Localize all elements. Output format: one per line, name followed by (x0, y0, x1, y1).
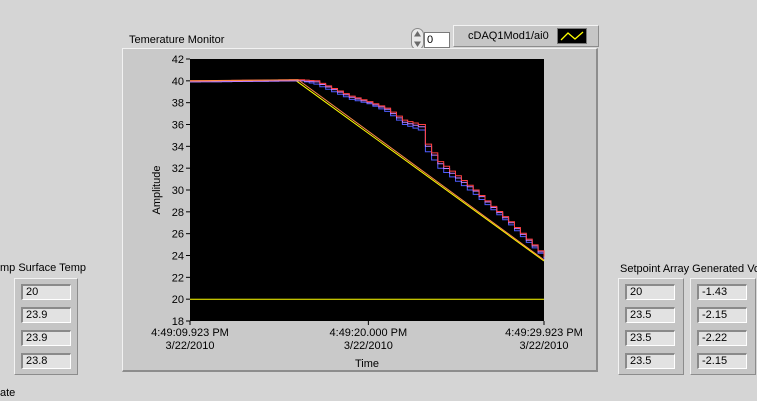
surface-temp-3: 23.8 (21, 353, 71, 369)
setpoint-1: 23.5 (625, 307, 675, 323)
y-tick-label: 22 (172, 272, 184, 284)
y-tick-label: 28 (172, 207, 184, 219)
series-line-orange (189, 79, 545, 261)
voltage-2: -2.22 (697, 330, 747, 346)
array-index-input[interactable]: 0 (424, 32, 450, 48)
rate-label: ate (0, 387, 16, 399)
surface-temp-1: 23.9 (21, 307, 71, 323)
voltage-1: -2.15 (697, 307, 747, 323)
x-tick-date: 3/22/2010 (166, 340, 215, 352)
x-tick-date: 3/22/2010 (344, 340, 393, 352)
voltage-0: -1.43 (697, 284, 747, 300)
setpoint-3: 23.5 (625, 353, 675, 369)
setpoint-0: 20 (625, 284, 675, 300)
series-line-purple (190, 80, 545, 258)
legend-label: cDAQ1Mod1/ai0 (468, 30, 549, 42)
setpoint-voltage-header: Setpoint Array Generated Vo (620, 263, 757, 275)
surface-temp-array: 20 23.9 23.9 23.8 (14, 278, 78, 375)
y-tick-label: 18 (172, 316, 184, 328)
y-tick-label: 40 (172, 76, 184, 88)
setpoint-2: 23.5 (625, 330, 675, 346)
voltage-3: -2.15 (697, 353, 747, 369)
surface-temp-label: mp Surface Temp (0, 262, 87, 274)
plot-legend[interactable]: cDAQ1Mod1/ai0 (453, 25, 599, 47)
y-tick-label: 20 (172, 294, 184, 306)
waveform-chart[interactable]: 18 20 22 24 26 28 30 32 34 36 38 40 42 4:49:09.923 P… (122, 48, 598, 372)
x-tick-time: 4:49:29.923 PM (505, 327, 583, 339)
line-plot-icon (560, 31, 584, 41)
surface-temp-2: 23.9 (21, 330, 71, 346)
legend-swatch[interactable] (557, 28, 587, 44)
x-tick-date: 3/22/2010 (520, 340, 569, 352)
x-tick-time: 4:49:20.000 PM (330, 327, 408, 339)
y-tick-label: 38 (172, 98, 184, 110)
setpoint-array: 20 23.5 23.5 23.5 (618, 278, 684, 375)
index-spinner-icon[interactable] (411, 28, 424, 50)
y-tick-label: 36 (172, 120, 184, 132)
graph-title: Temerature Monitor (129, 34, 225, 46)
x-axis-label: Time (355, 358, 379, 370)
generated-voltage-array: -1.43 -2.15 -2.22 -2.15 (690, 278, 756, 375)
y-tick-label: 26 (172, 229, 184, 241)
surface-temp-0: 20 (21, 284, 71, 300)
y-tick-label: 32 (172, 163, 184, 175)
y-tick-label: 34 (172, 141, 184, 153)
y-axis-label: Amplitude (151, 166, 163, 215)
x-tick-time: 4:49:09.923 PM (151, 327, 229, 339)
y-tick-label: 30 (172, 185, 184, 197)
y-tick-label: 24 (172, 251, 184, 263)
plot-area (190, 59, 544, 321)
y-tick-label: 42 (172, 54, 184, 66)
